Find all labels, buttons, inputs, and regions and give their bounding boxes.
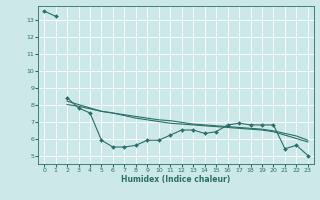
X-axis label: Humidex (Indice chaleur): Humidex (Indice chaleur) — [121, 175, 231, 184]
